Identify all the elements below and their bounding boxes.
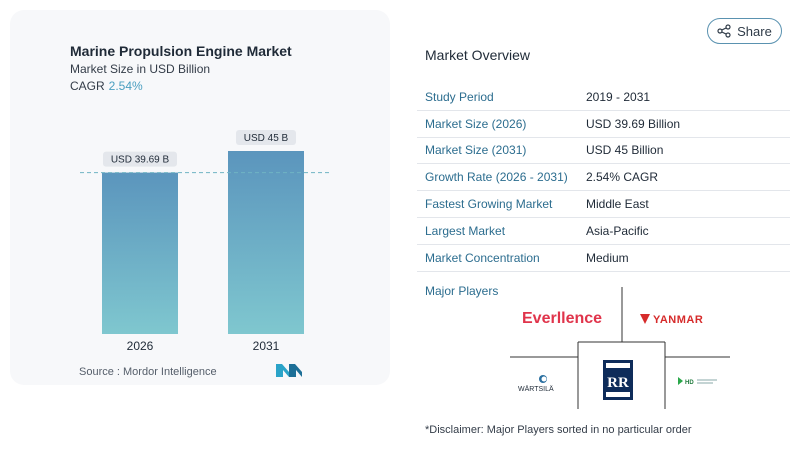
- overview-table: Study Period 2019 - 2031 Market Size (2026…: [417, 84, 790, 272]
- share-icon: [717, 24, 731, 38]
- overview-row: Market Size (2031) USD 45 Billion: [417, 138, 790, 165]
- everllence-logo-icon: Everllence: [522, 310, 602, 327]
- overview-row: Market Size (2026) USD 39.69 Billion: [417, 111, 790, 138]
- overview-row-key: Market Concentration: [425, 250, 540, 265]
- data-label-bg: [236, 130, 296, 145]
- wartsila-logo-icon: WÄRTSILÄ: [518, 375, 554, 393]
- svg-text:WÄRTSILÄ: WÄRTSILÄ: [518, 385, 554, 393]
- overview-row: Market Concentration Medium: [417, 245, 790, 272]
- share-label: Share: [737, 23, 772, 39]
- data-label-bg: [103, 151, 177, 167]
- overview-row-key: Market Size (2026): [425, 116, 527, 131]
- cagr-value: 2.54%: [108, 79, 143, 93]
- overview-row-value: 2.54% CAGR: [586, 170, 659, 185]
- data-label: USD 45 B: [244, 133, 289, 144]
- chart-cagr: CAGR 2.54%: [70, 79, 143, 93]
- chart-card: [10, 10, 390, 385]
- overview-row: Study Period 2019 - 2031: [417, 84, 790, 111]
- chart-title: Marine Propulsion Engine Market: [70, 43, 292, 59]
- overview-row-value: USD 45 Billion: [586, 143, 664, 158]
- overview-row-key: Market Size (2031): [425, 143, 527, 158]
- svg-text:YANMAR: YANMAR: [653, 314, 703, 326]
- bar-2026: [102, 172, 178, 334]
- hd-hyundai-logo-icon: HD: [678, 377, 717, 386]
- overview-row-key: Study Period: [425, 89, 494, 104]
- bar-chart: USD 39.69 B 2026 USD 45 B 2031: [80, 130, 330, 353]
- x-tick-label: 2031: [253, 339, 280, 353]
- overview-row-value: 2019 - 2031: [586, 89, 651, 104]
- players-grid: [510, 287, 730, 409]
- svg-text:RR: RR: [607, 375, 629, 391]
- overview-row: Fastest Growing Market Middle East: [417, 191, 790, 218]
- overview-row-key: Largest Market: [425, 223, 506, 238]
- svg-text:Everllence: Everllence: [522, 310, 602, 327]
- share-button[interactable]: Share: [707, 18, 782, 44]
- cagr-label: CAGR: [70, 79, 105, 93]
- source-note: Source : Mordor Intelligence: [79, 366, 217, 378]
- x-tick-label: 2026: [127, 339, 154, 353]
- overview-row-key: Growth Rate (2026 - 2031): [425, 170, 568, 185]
- overview-row: Largest Market Asia-Pacific: [417, 218, 790, 245]
- overview-row-value: Asia-Pacific: [586, 223, 649, 238]
- disclaimer-note: *Disclaimer: Major Players sorted in no …: [425, 424, 692, 436]
- svg-text:HD: HD: [685, 380, 694, 386]
- overview-title: Market Overview: [425, 47, 531, 63]
- data-label: USD 39.69 B: [111, 155, 170, 166]
- overview-row: Growth Rate (2026 - 2031) 2.54% CAGR: [417, 164, 790, 192]
- overview-row-value: USD 39.69 Billion: [586, 116, 681, 131]
- players-title: Major Players: [425, 284, 499, 298]
- yanmar-logo-icon: YANMAR: [640, 314, 703, 326]
- overview-row-value: Medium: [586, 250, 629, 265]
- rolls-royce-logo-icon: RR: [603, 360, 633, 400]
- bar-2031: [228, 151, 304, 334]
- mordor-intelligence-logo-icon: [276, 364, 302, 377]
- chart-subtitle: Market Size in USD Billion: [70, 62, 211, 76]
- overview-row-value: Middle East: [586, 197, 649, 212]
- overview-row-key: Fastest Growing Market: [425, 197, 553, 212]
